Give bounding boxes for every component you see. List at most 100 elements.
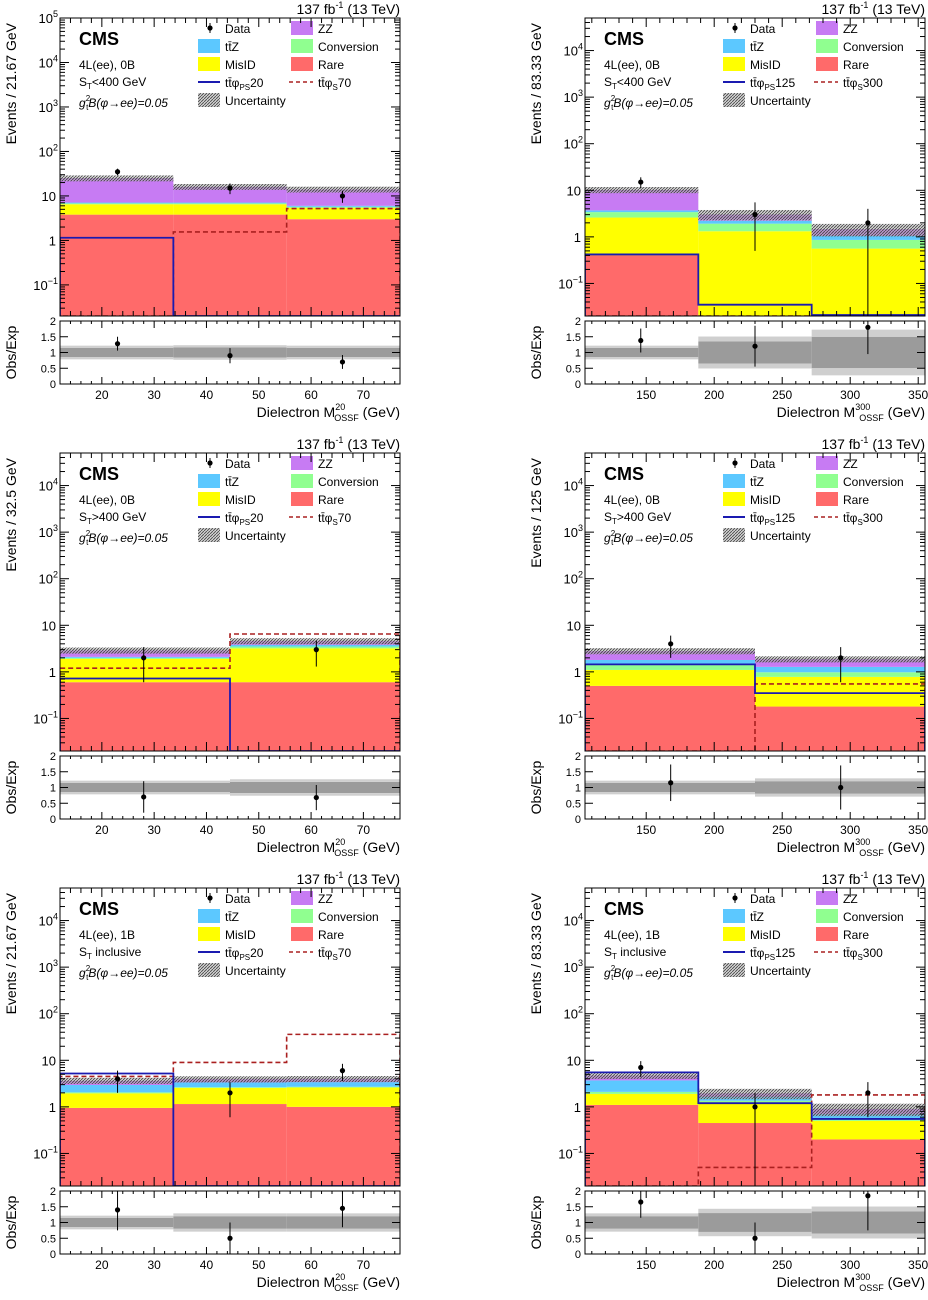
coupling-tail: B(φ→ee)=0.05 xyxy=(88,531,168,545)
st-tail: >400 GeV xyxy=(617,510,671,524)
ratio-band-outer-lo-bin1 xyxy=(60,792,230,795)
ratio-point-2 xyxy=(313,794,319,801)
ratio-tick-label: 2 xyxy=(575,316,581,328)
x-tick-label-4: 300 xyxy=(840,388,860,402)
x-tick-label-1: 20 xyxy=(95,823,109,837)
legend-data-label: Data xyxy=(750,457,776,471)
ratio-point-1 xyxy=(114,341,121,347)
ratio-tick-label: 2 xyxy=(575,1186,581,1198)
signal-pseudoscalar-line xyxy=(60,677,400,751)
coupling-sub: t xyxy=(86,103,89,112)
legend-ps-sub: PS xyxy=(239,83,250,92)
legend-misid-swatch xyxy=(723,57,745,71)
x-tick-value: 250 xyxy=(772,1258,792,1272)
cms-text: CMS xyxy=(604,464,644,484)
st-main: S xyxy=(604,510,612,524)
x-tick-label-4: 300 xyxy=(840,823,860,837)
legend-uncertainty-label: Uncertainty xyxy=(225,529,286,543)
coupling-tail: B(φ→ee)=0.05 xyxy=(88,96,168,110)
x-axis-label: Dielectron M20 OSSF (GeV) xyxy=(257,402,400,423)
stack-bar-conv-bin1 xyxy=(585,212,699,218)
legend-data-marker xyxy=(732,25,738,31)
legend-misid-swatch xyxy=(198,927,220,941)
ratio-point-1 xyxy=(638,1199,644,1205)
x-tick-value: 60 xyxy=(304,1258,318,1272)
lumi-sup: -1 xyxy=(860,870,868,880)
y-tick-base: 1 xyxy=(49,233,56,248)
stack-bar-conv-bin3 xyxy=(286,206,400,208)
cms-label: CMS xyxy=(79,29,119,49)
legend-span: tt̄Z xyxy=(225,475,239,489)
legend-s-sub: S xyxy=(332,83,337,92)
legend-conversion-label: Conversion xyxy=(318,475,379,489)
stack-bar-ttz-bin1 xyxy=(60,202,174,204)
coupling-sub: t xyxy=(86,973,89,982)
ratio-y-label-text: Obs/Exp xyxy=(528,325,544,379)
legend-span: MisID xyxy=(225,58,256,72)
stack-bar-rare-bin2 xyxy=(230,682,400,751)
legend-data-marker xyxy=(732,460,738,466)
channel-text: 4L(ee), 1B xyxy=(79,928,135,942)
stack-bar-misid-bin1 xyxy=(60,1093,174,1108)
x-axis-label-main: Dielectron M xyxy=(777,404,856,420)
x-tick-value: 300 xyxy=(840,823,860,837)
lumi-sup: -1 xyxy=(860,0,868,10)
ratio-tick-label: 1 xyxy=(575,348,581,360)
x-tick-label-4: 50 xyxy=(252,1258,266,1272)
data-point-1 xyxy=(141,655,147,661)
x-tick-value: 200 xyxy=(704,823,724,837)
channel-label: 4L(ee), 0B xyxy=(604,493,660,507)
cms-label: CMS xyxy=(604,899,644,919)
y-tick-exp: 2 xyxy=(578,1005,583,1015)
data-point-2 xyxy=(752,1104,758,1110)
stack-bar-ttz-bin2 xyxy=(230,644,400,647)
legend-conversion-label: Conversion xyxy=(318,40,379,54)
legend-zz-label: ZZ xyxy=(318,22,333,36)
lumi-tail: (13 TeV) xyxy=(868,1,925,17)
stack-bar-rare-bin1 xyxy=(585,685,755,751)
ratio-point-2 xyxy=(227,353,233,359)
data-point-1 xyxy=(638,179,644,185)
x-tick-label-2: 30 xyxy=(147,388,161,402)
ratio-tick-label: 0 xyxy=(575,379,581,391)
y-tick-label-2: 1 xyxy=(574,665,581,680)
ratio-tick-label: 1.5 xyxy=(41,1202,56,1214)
ratio-tick-label: 0 xyxy=(50,814,56,826)
ratio-band-bin1 xyxy=(60,782,230,793)
ratio-y-label: Obs/Exp xyxy=(3,1195,19,1249)
legend-zz-swatch xyxy=(291,456,313,470)
signal-scalar-line xyxy=(585,315,925,316)
ratio-point-2 xyxy=(752,1235,758,1241)
x-axis-label-unit: (GeV) xyxy=(884,404,925,420)
legend-ps-sub: PS xyxy=(239,953,250,962)
y-tick-base: 10 xyxy=(39,914,53,929)
ratio-y-label: Obs/Exp xyxy=(3,760,19,814)
legend-conversion-swatch xyxy=(291,909,313,923)
ratio-tick-label: 1 xyxy=(575,1218,581,1230)
y-tick-base: 10 xyxy=(42,618,56,633)
data-point-3 xyxy=(865,220,871,226)
stack-bar-rare-bin3 xyxy=(286,219,400,316)
ratio-tick-label: 2 xyxy=(50,316,56,328)
data-point-3 xyxy=(865,1090,871,1096)
y-tick-exp: −1 xyxy=(48,1144,58,1154)
ratio-tick-label: 0.5 xyxy=(566,363,581,375)
cms-text: CMS xyxy=(604,899,644,919)
ratio-point-3 xyxy=(339,1205,346,1211)
ratio-y-label: Obs/Exp xyxy=(528,760,544,814)
y-tick-label-1: 10−1 xyxy=(558,274,583,291)
y-tick-base: 1 xyxy=(49,1100,56,1115)
uncertainty-band-bin3 xyxy=(286,186,400,193)
stack-bar-misid-bin1 xyxy=(60,204,174,215)
y-tick-base: 10 xyxy=(558,276,572,291)
x-tick-label-6: 70 xyxy=(357,823,371,837)
cms-label: CMS xyxy=(604,464,644,484)
y-axis-label: Events / 83.33 GeV xyxy=(528,892,544,1014)
plot-area xyxy=(585,635,925,751)
x-axis-label-sup: 20 xyxy=(335,1272,345,1282)
x-tick-label-3: 250 xyxy=(772,388,792,402)
ratio-band-outer-lo-bin1 xyxy=(585,792,755,795)
y-axis-label: Events / 21.67 GeV xyxy=(3,892,19,1014)
data-point-3 xyxy=(339,1068,346,1074)
